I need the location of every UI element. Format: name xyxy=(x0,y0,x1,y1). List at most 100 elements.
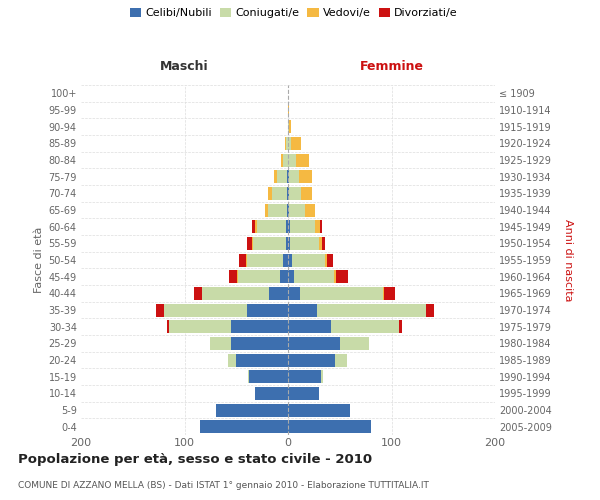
Bar xyxy=(252,237,253,250)
Bar xyxy=(287,187,288,200)
Bar xyxy=(274,170,277,183)
Bar xyxy=(334,270,335,283)
Bar xyxy=(164,304,247,316)
Bar xyxy=(265,204,268,216)
Bar xyxy=(247,304,288,316)
Bar xyxy=(247,237,252,250)
Bar xyxy=(291,137,301,150)
Bar xyxy=(288,204,289,216)
Bar xyxy=(322,237,325,250)
Bar xyxy=(288,287,301,300)
Bar xyxy=(287,170,288,183)
Bar xyxy=(317,304,425,316)
Bar xyxy=(299,170,312,183)
Bar xyxy=(215,404,288,416)
Bar xyxy=(245,254,247,266)
Bar xyxy=(328,254,332,266)
Bar xyxy=(255,387,288,400)
Bar xyxy=(301,287,383,300)
Bar xyxy=(288,337,340,350)
Bar xyxy=(289,120,291,133)
Text: Maschi: Maschi xyxy=(160,60,209,74)
Bar xyxy=(288,387,319,400)
Bar xyxy=(288,137,291,150)
Bar xyxy=(239,254,245,266)
Bar xyxy=(288,420,371,433)
Bar xyxy=(281,154,283,166)
Bar xyxy=(257,220,286,233)
Bar xyxy=(340,337,369,350)
Bar xyxy=(321,370,323,383)
Bar xyxy=(231,320,288,333)
Bar xyxy=(294,270,334,283)
Bar xyxy=(272,187,287,200)
Bar xyxy=(425,304,434,316)
Bar xyxy=(155,304,164,316)
Bar xyxy=(255,220,257,233)
Bar xyxy=(288,220,290,233)
Bar xyxy=(290,220,315,233)
Bar xyxy=(231,337,288,350)
Bar xyxy=(288,154,296,166)
Bar xyxy=(252,220,255,233)
Bar xyxy=(288,237,290,250)
Bar xyxy=(296,154,309,166)
Bar xyxy=(229,270,237,283)
Y-axis label: Fasce di età: Fasce di età xyxy=(34,227,44,293)
Bar xyxy=(238,270,280,283)
Bar xyxy=(288,104,289,117)
Bar xyxy=(288,254,292,266)
Bar xyxy=(288,370,321,383)
Bar xyxy=(247,254,283,266)
Bar xyxy=(169,320,231,333)
Bar xyxy=(236,354,288,366)
Bar xyxy=(288,404,350,416)
Bar xyxy=(268,204,287,216)
Bar xyxy=(290,237,319,250)
Bar xyxy=(301,187,312,200)
Bar xyxy=(325,254,328,266)
Bar xyxy=(167,320,169,333)
Bar xyxy=(288,187,289,200)
Bar xyxy=(253,237,286,250)
Bar xyxy=(384,287,395,300)
Bar xyxy=(200,420,288,433)
Bar xyxy=(211,337,231,350)
Bar xyxy=(202,287,269,300)
Bar xyxy=(286,220,288,233)
Bar xyxy=(237,270,238,283)
Bar xyxy=(331,320,399,333)
Bar xyxy=(287,204,288,216)
Bar xyxy=(288,304,317,316)
Bar xyxy=(277,170,287,183)
Bar xyxy=(286,237,288,250)
Bar xyxy=(335,270,348,283)
Bar xyxy=(319,237,322,250)
Bar xyxy=(283,254,288,266)
Bar xyxy=(194,287,202,300)
Text: Femmine: Femmine xyxy=(359,60,424,74)
Bar xyxy=(320,220,322,233)
Bar xyxy=(399,320,402,333)
Bar xyxy=(285,137,286,150)
Bar xyxy=(288,270,294,283)
Bar xyxy=(292,254,325,266)
Bar xyxy=(335,354,347,366)
Bar xyxy=(383,287,384,300)
Bar xyxy=(288,120,289,133)
Text: Popolazione per età, sesso e stato civile - 2010: Popolazione per età, sesso e stato civil… xyxy=(18,452,372,466)
Bar xyxy=(289,204,305,216)
Bar xyxy=(280,270,288,283)
Bar xyxy=(289,187,301,200)
Bar xyxy=(268,187,272,200)
Bar xyxy=(288,354,335,366)
Bar xyxy=(269,287,288,300)
Bar xyxy=(289,170,299,183)
Text: COMUNE DI AZZANO MELLA (BS) - Dati ISTAT 1° gennaio 2010 - Elaborazione TUTTITAL: COMUNE DI AZZANO MELLA (BS) - Dati ISTAT… xyxy=(18,481,429,490)
Bar xyxy=(283,154,288,166)
Bar xyxy=(248,370,288,383)
Bar xyxy=(305,204,315,216)
Bar xyxy=(288,320,331,333)
Legend: Celibi/Nubili, Coniugati/e, Vedovi/e, Divorziati/e: Celibi/Nubili, Coniugati/e, Vedovi/e, Di… xyxy=(128,6,460,20)
Bar xyxy=(288,170,289,183)
